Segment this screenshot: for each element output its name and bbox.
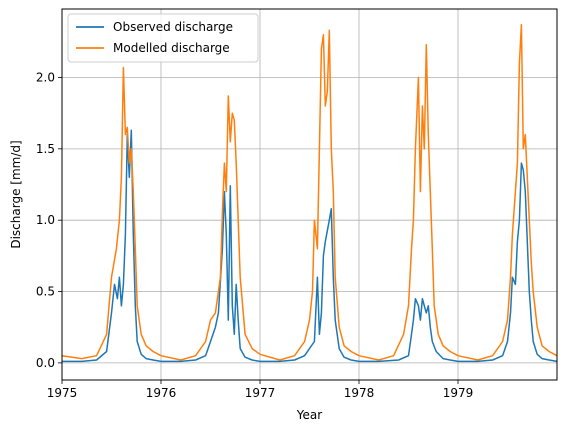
legend-label: Modelled discharge [113, 41, 230, 55]
legend: Observed discharge Modelled discharge [67, 13, 259, 63]
y-tick-label: 0.0 [36, 356, 55, 370]
x-tick-label: 1978 [344, 386, 375, 400]
x-tick-label: 1975 [47, 386, 78, 400]
series-line-0 [62, 129, 558, 363]
x-tick-label: 1976 [146, 386, 177, 400]
series-line-1 [61, 23, 558, 361]
y-axis-ticks: 0.0 0.5 1.0 1.5 2.0 [36, 70, 62, 370]
legend-label: Observed discharge [113, 20, 233, 34]
y-tick-label: 0.5 [36, 285, 55, 299]
series-lines [61, 23, 558, 363]
y-axis-label: Discharge [mm/d] [9, 140, 23, 248]
y-tick-label: 1.0 [36, 213, 55, 227]
grid-lines [61, 9, 557, 380]
x-tick-label: 1979 [443, 386, 474, 400]
y-tick-label: 2.0 [36, 70, 55, 84]
x-tick-label: 1977 [245, 386, 276, 400]
legend-box [67, 13, 259, 63]
x-axis-ticks: 1975 1976 1977 1978 1979 [47, 380, 474, 400]
plot-frame [61, 8, 558, 381]
x-axis-label: Year [296, 408, 322, 422]
y-tick-label: 1.5 [36, 142, 55, 156]
